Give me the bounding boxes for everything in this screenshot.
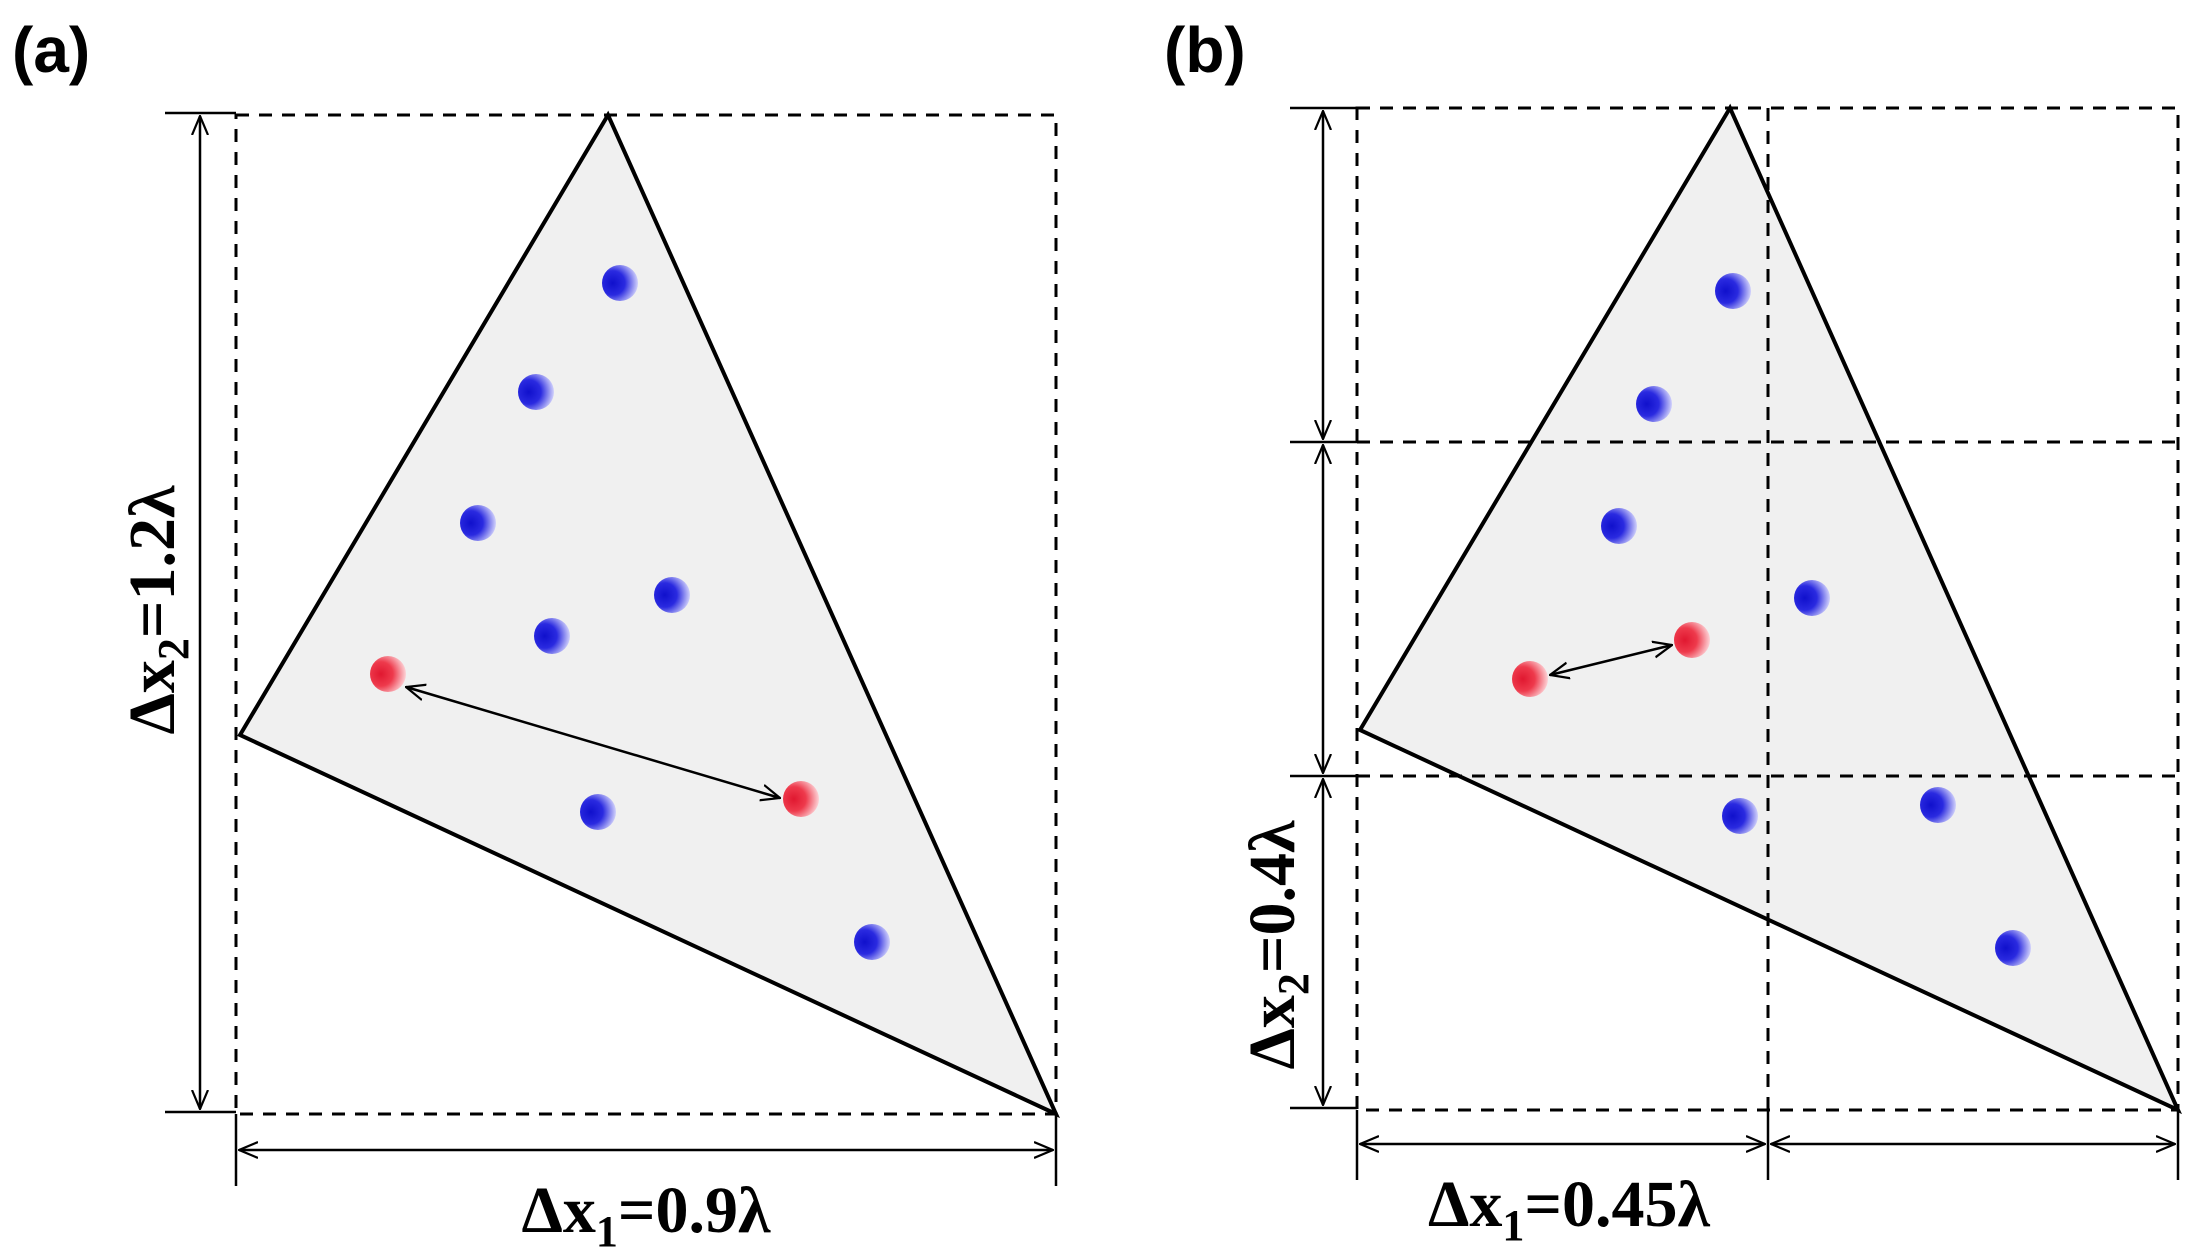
blue-point — [602, 265, 638, 301]
blue-point — [1995, 930, 2031, 966]
panel-b-red-points — [1512, 622, 1710, 697]
panel-b-blue-points — [1601, 273, 2031, 966]
panel-a-dx1-label: Δx1=0.9λ — [522, 1174, 771, 1256]
red-point — [1512, 661, 1548, 697]
panel-a-bounding-box — [234, 113, 1058, 1116]
panel-a-red-points — [370, 656, 819, 817]
blue-point — [460, 505, 496, 541]
panel-a-triangle — [237, 110, 1061, 1119]
blue-point — [1722, 798, 1758, 834]
panel-a-blue-points — [460, 265, 890, 960]
red-point — [1674, 622, 1710, 658]
panel-b-label: (b) — [1164, 14, 1246, 86]
panel-b-distance-arrow — [1550, 645, 1672, 675]
panel-a-label: (a) — [12, 14, 90, 86]
panel-a: (a) Δx2=1.2λ Δx1=0.9λ — [12, 14, 1061, 1256]
blue-point — [534, 618, 570, 654]
blue-point — [1794, 580, 1830, 616]
blue-point — [1601, 508, 1637, 544]
panel-b: (b) — [1164, 14, 2183, 1250]
blue-point — [854, 924, 890, 960]
blue-point — [654, 577, 690, 613]
blue-point — [1920, 787, 1956, 823]
panel-b-dx1-label: Δx1=0.45λ — [1428, 1168, 1710, 1250]
red-point — [783, 781, 819, 817]
panel-a-dx2-label: Δx2=1.2λ — [116, 485, 198, 734]
red-point — [370, 656, 406, 692]
blue-point — [518, 374, 554, 410]
blue-point — [1715, 273, 1751, 309]
blue-point — [1636, 386, 1672, 422]
panel-a-distance-arrow — [406, 687, 780, 798]
blue-point — [580, 794, 616, 830]
panel-b-dx2-label: Δx2=0.4λ — [1236, 820, 1318, 1069]
